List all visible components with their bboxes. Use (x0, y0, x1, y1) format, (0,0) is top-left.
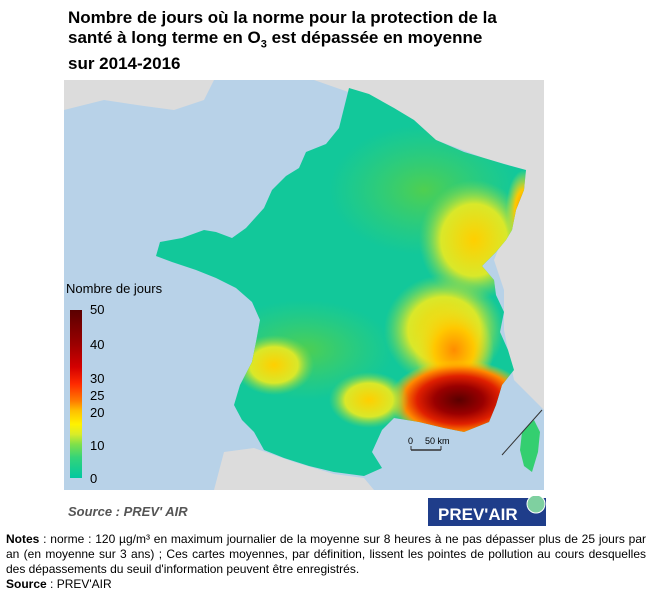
legend-tick-25: 25 (90, 388, 105, 403)
page-title: Nombre de jours où la norme pour la prot… (68, 8, 588, 74)
legend-color-bar (70, 310, 82, 478)
scale-label: 50 km (425, 436, 450, 446)
inset-divider (501, 409, 543, 456)
legend-tick-20: 20 (90, 405, 105, 420)
title-line-2: santé à long terme en O3 est dépassée en… (68, 28, 483, 51)
source-label: Source (6, 577, 47, 591)
scale-zero: 0 (408, 436, 413, 446)
notes-block: Notes : norme : 120 µg/m³ en maximum jou… (6, 532, 646, 592)
legend-tick-50: 50 (90, 302, 105, 317)
neighbour-spain (214, 448, 374, 490)
title-line-3: sur 2014-2016 (68, 54, 181, 74)
ozone-map: 0 50 km (64, 80, 544, 490)
neighbour-uk (64, 80, 214, 110)
neighbour-countries-east (314, 80, 544, 410)
legend-tick-40: 40 (90, 337, 105, 352)
logo-text: PREV'AIR (438, 505, 518, 524)
legend-tick-0: 0 (90, 471, 98, 486)
legend-tick-30: 30 (90, 371, 105, 386)
notes-label: Notes (6, 532, 40, 546)
scale-bar: 0 50 km (408, 436, 450, 451)
source-text: : PREV'AIR (46, 577, 112, 591)
legend-tick-10: 10 (90, 438, 105, 453)
map-source: Source : PREV' AIR (68, 504, 188, 519)
corsica (520, 420, 540, 472)
notes-text: : norme : 120 µg/m³ en maximum journalie… (6, 532, 646, 576)
prevair-logo: PREV'AIR (428, 496, 546, 526)
legend-title: Nombre de jours (66, 281, 163, 296)
title-line-1: Nombre de jours où la norme pour la prot… (68, 8, 497, 27)
